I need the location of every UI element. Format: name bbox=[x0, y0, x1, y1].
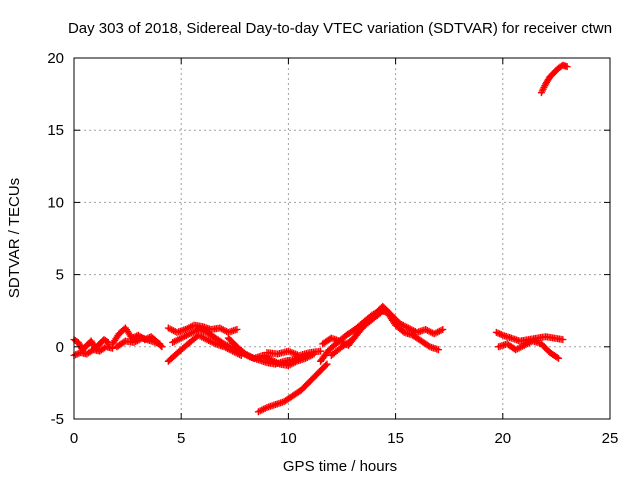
data-point bbox=[381, 305, 389, 313]
data-point bbox=[233, 325, 241, 333]
x-axis-title: GPS time / hours bbox=[283, 458, 397, 475]
series-segment-16 bbox=[537, 61, 571, 97]
data-point bbox=[424, 342, 432, 350]
x-tick-label: 5 bbox=[177, 430, 185, 447]
axis-ticks: 0 5 10 15 20 25 -5 0 5 10 15 20 bbox=[47, 50, 618, 447]
data-point bbox=[72, 351, 80, 359]
data-point bbox=[494, 329, 502, 337]
series-segment-14 bbox=[492, 328, 567, 345]
y-tick-label: 15 bbox=[47, 122, 64, 139]
series-segment-8 bbox=[224, 334, 318, 370]
chart-title: Day 303 of 2018, Sidereal Day-to-day VTE… bbox=[68, 20, 612, 37]
series-segment-15 bbox=[495, 337, 563, 362]
data-point bbox=[103, 338, 111, 346]
y-tick-label: 0 bbox=[56, 339, 64, 356]
data-point bbox=[563, 63, 571, 71]
x-tick-label: 25 bbox=[602, 430, 619, 447]
y-tick-label: 20 bbox=[47, 50, 64, 67]
data-point bbox=[439, 325, 447, 333]
series-segment-13 bbox=[327, 305, 389, 359]
y-tick-label: 10 bbox=[47, 194, 64, 211]
data-point bbox=[323, 360, 331, 368]
data-points bbox=[70, 61, 571, 416]
series-segment-4 bbox=[113, 334, 164, 351]
x-tick-label: 20 bbox=[494, 430, 511, 447]
y-axis-title: SDTVAR / TECUs bbox=[6, 178, 23, 298]
data-point bbox=[492, 328, 500, 336]
y-tick-label: 5 bbox=[56, 267, 64, 284]
data-point bbox=[555, 354, 563, 362]
data-point bbox=[559, 336, 567, 344]
data-point bbox=[322, 361, 330, 369]
data-point bbox=[73, 350, 81, 358]
y-tick-label: -5 bbox=[51, 411, 64, 428]
series-segment-10 bbox=[263, 347, 325, 359]
data-point bbox=[496, 330, 504, 338]
data-point bbox=[379, 306, 387, 314]
x-tick-label: 10 bbox=[280, 430, 297, 447]
x-tick-label: 15 bbox=[387, 430, 404, 447]
plot-frame bbox=[73, 57, 611, 420]
data-point bbox=[156, 340, 164, 348]
data-point bbox=[317, 347, 325, 355]
data-point bbox=[434, 346, 442, 354]
series-segment-5 bbox=[164, 321, 241, 336]
data-point bbox=[553, 353, 561, 361]
series-segment-2 bbox=[70, 343, 117, 359]
x-tick-label: 0 bbox=[70, 430, 78, 447]
series-segment-9 bbox=[254, 360, 331, 416]
data-point bbox=[497, 331, 505, 339]
